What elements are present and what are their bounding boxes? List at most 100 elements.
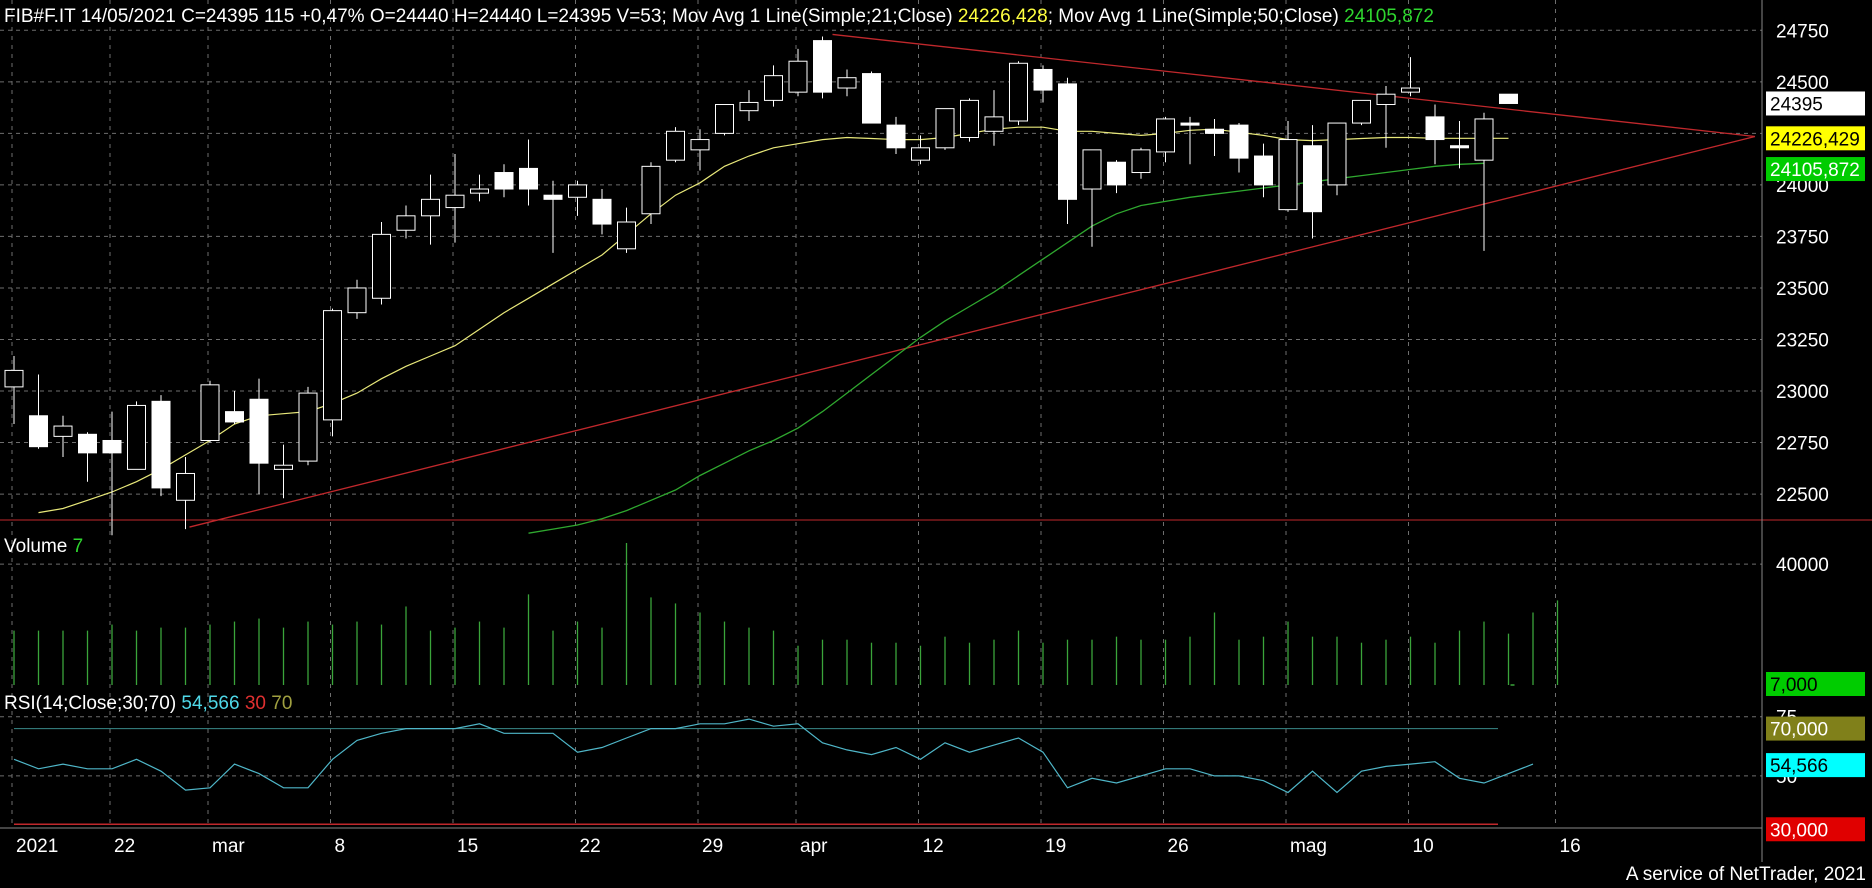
candle-body bbox=[225, 411, 244, 423]
rsi-path bbox=[13, 718, 1534, 794]
date-tick-label: 22 bbox=[114, 836, 135, 857]
candle-body bbox=[323, 310, 342, 421]
volume-label: Volume bbox=[4, 536, 73, 557]
candle-body bbox=[984, 116, 1004, 132]
candle-body bbox=[298, 392, 318, 462]
candle-body bbox=[1425, 116, 1445, 141]
candle-body bbox=[1107, 161, 1126, 186]
rsi-value: 54,566 bbox=[181, 693, 240, 714]
ma2-value: 24105,872 bbox=[1344, 6, 1434, 27]
candle-body bbox=[470, 188, 489, 194]
ma1-value: 24226,428 bbox=[957, 6, 1048, 27]
candle-body bbox=[715, 104, 734, 134]
candle-body bbox=[690, 139, 710, 151]
rsi-tag: 54,566 bbox=[1770, 756, 1828, 777]
candle-body bbox=[1058, 83, 1077, 200]
ma21-price-tag-bg bbox=[1766, 126, 1865, 151]
candle-body bbox=[1278, 139, 1298, 211]
candle-body bbox=[1205, 128, 1224, 134]
date-tick-label: apr bbox=[800, 836, 828, 857]
candle-body bbox=[1401, 87, 1420, 93]
candle-body bbox=[1499, 93, 1518, 104]
candle-body bbox=[1082, 149, 1102, 190]
candle-body bbox=[274, 464, 293, 470]
date-tick-label: mag bbox=[1290, 836, 1327, 857]
candle-body bbox=[1376, 93, 1396, 106]
candle-body bbox=[813, 40, 832, 93]
chart-header: FIB#F.IT 14/05/2021 C=24395 115 +0,47% O… bbox=[4, 6, 1434, 28]
ma21-line bbox=[38, 126, 1509, 514]
candle-body bbox=[1450, 145, 1469, 149]
price-tick-label: 23000 bbox=[1776, 382, 1829, 403]
candle-body bbox=[617, 221, 636, 250]
candle-body bbox=[1131, 149, 1151, 174]
volume-bars bbox=[13, 543, 1559, 686]
candle-body bbox=[29, 415, 48, 448]
volume-tag-bg bbox=[1766, 672, 1865, 696]
date-tick-label: 2021 bbox=[16, 836, 58, 857]
credit-text: A service of NetTrader, 2021 bbox=[1625, 864, 1866, 885]
candle-body bbox=[151, 400, 171, 489]
candle-body bbox=[1180, 122, 1200, 126]
candle-body bbox=[1254, 155, 1273, 186]
trendlines bbox=[189, 33, 1756, 528]
date-tick-label: 12 bbox=[923, 836, 944, 857]
price-tick-label: 24750 bbox=[1776, 21, 1829, 42]
rsi-high-value: 70 bbox=[271, 693, 293, 714]
price-tick-label: 23500 bbox=[1776, 279, 1829, 300]
candle-body bbox=[494, 172, 514, 190]
price-tick-label: 23750 bbox=[1776, 227, 1829, 248]
volume-header: Volume 7 bbox=[4, 536, 83, 558]
candle-body bbox=[396, 215, 416, 231]
candle-body bbox=[739, 101, 759, 112]
price-tick-label: 23250 bbox=[1776, 330, 1829, 351]
price-tick-label: 24000 bbox=[1776, 176, 1829, 197]
candle-body bbox=[4, 369, 24, 388]
candle-body bbox=[911, 147, 930, 161]
rsi-label: RSI(14;Close;30;70) bbox=[4, 693, 182, 714]
candle-body bbox=[1229, 124, 1249, 159]
candle-body bbox=[519, 167, 538, 190]
candlesticks bbox=[4, 36, 1518, 536]
candle-body bbox=[641, 165, 661, 215]
date-tick-label: 10 bbox=[1413, 836, 1434, 857]
date-tick-label: 26 bbox=[1168, 836, 1189, 857]
price-tags: 24395 24226,429 24105,872 7,000 70,000 54,566… bbox=[1766, 91, 1865, 842]
candle-body bbox=[886, 124, 906, 149]
volume-tick-label: 40000 bbox=[1776, 555, 1829, 576]
candle-body bbox=[764, 75, 783, 101]
rsi-tag-bg bbox=[1766, 753, 1865, 778]
ma50-price-tag-bg bbox=[1766, 157, 1865, 182]
candle-body bbox=[127, 404, 146, 470]
volume-value: 7 bbox=[72, 536, 84, 557]
candle-body bbox=[249, 398, 269, 464]
price-tick-label: 22500 bbox=[1776, 485, 1829, 506]
candle-body bbox=[837, 77, 857, 89]
rsi-low-value: 30 bbox=[244, 693, 266, 714]
ma50-price-tag: 24105,872 bbox=[1770, 160, 1860, 181]
date-axis: 2021 22 mar 8 15 22 29 apr 12 19 26 mag 10 16 bbox=[16, 836, 1581, 857]
candle-body bbox=[543, 194, 563, 200]
candle-body bbox=[176, 472, 195, 501]
date-tick-label: 8 bbox=[335, 836, 346, 857]
moving-averages bbox=[38, 126, 1509, 534]
resistance-trendline bbox=[832, 33, 1756, 138]
candle-body bbox=[1327, 122, 1347, 186]
candle-body bbox=[1352, 99, 1371, 124]
price-tick-label: 22750 bbox=[1776, 434, 1829, 455]
candle-body bbox=[666, 130, 685, 161]
candle-body bbox=[445, 194, 465, 209]
candle-body bbox=[78, 433, 97, 454]
ma2-label: ; Mov Avg 1 Line(Simple;50;Close) bbox=[1047, 6, 1345, 27]
candle-body bbox=[421, 198, 440, 217]
candle-body bbox=[1009, 62, 1028, 122]
ma50-line bbox=[528, 162, 1485, 534]
last-price-tag: 24395 bbox=[1770, 94, 1823, 115]
date-tick-label: 16 bbox=[1560, 836, 1581, 857]
last-price-tag-bg bbox=[1766, 91, 1865, 116]
candle-body bbox=[935, 108, 955, 149]
candle-body bbox=[592, 198, 612, 225]
rsi-header: RSI(14;Close;30;70) 54,566 30 70 bbox=[4, 693, 292, 715]
ma21-price-tag: 24226,429 bbox=[1770, 129, 1860, 150]
candle-body bbox=[1033, 68, 1053, 91]
